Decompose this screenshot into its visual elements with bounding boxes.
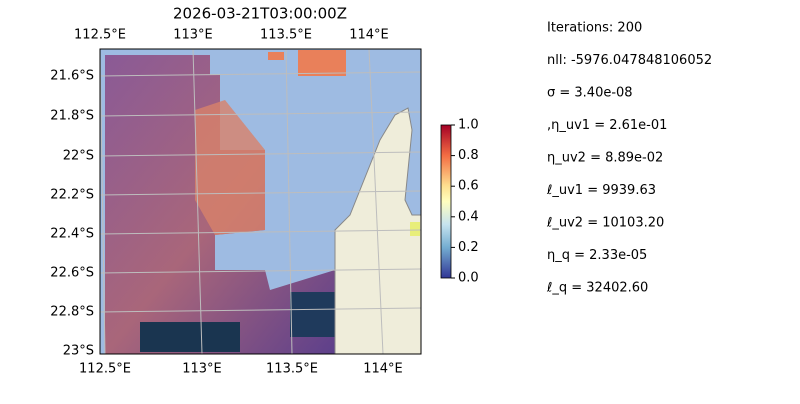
map-frame bbox=[99, 48, 422, 355]
stat-line: η_uv2 = 8.89e-02 bbox=[547, 151, 663, 166]
graticule bbox=[100, 49, 421, 354]
top-tick-label: 113°E bbox=[173, 28, 213, 43]
bottom-tick-label: 113.5°E bbox=[266, 362, 318, 377]
data-field-warm bbox=[410, 222, 420, 236]
left-tick-label: 21.6°S bbox=[50, 69, 94, 84]
stat-line: nll: -5976.047848106052 bbox=[547, 53, 712, 68]
left-tick-label: 22.2°S bbox=[50, 188, 94, 203]
colorbar-tick-label: 0.2 bbox=[458, 240, 479, 255]
stat-line: σ = 3.40e-08 bbox=[547, 86, 633, 101]
colorbar-tick-label: 0.8 bbox=[458, 148, 479, 163]
data-field-warm bbox=[268, 52, 284, 60]
data-field-warm bbox=[195, 100, 265, 235]
colorbar-tick-label: 0.0 bbox=[458, 271, 479, 286]
stat-line: ℓ_q = 32402.60 bbox=[546, 281, 648, 296]
colorbar-tick-label: 1.0 bbox=[458, 118, 479, 133]
stat-line: ,η_uv1 = 2.61e-01 bbox=[547, 118, 667, 133]
bottom-tick-label: 113°E bbox=[182, 362, 222, 377]
top-tick-label: 113.5°E bbox=[260, 28, 312, 43]
colorbar-tick-label: 0.4 bbox=[458, 209, 479, 224]
left-tick-label: 22.4°S bbox=[50, 227, 94, 242]
top-tick-label: 112.5°E bbox=[74, 28, 126, 43]
bottom-tick-label: 112.5°E bbox=[79, 362, 131, 377]
bottom-tick-label: 114°E bbox=[363, 362, 403, 377]
stat-line: ℓ_uv2 = 10103.20 bbox=[546, 216, 664, 231]
data-field-cold bbox=[140, 322, 240, 352]
colorbar bbox=[440, 124, 452, 279]
colorbar-tick-label: 0.6 bbox=[458, 179, 479, 194]
left-tick-label: 23°S bbox=[63, 344, 94, 359]
left-tick-label: 22.6°S bbox=[50, 266, 94, 281]
left-tick-label: 22°S bbox=[63, 149, 94, 164]
stat-line: Iterations: 200 bbox=[547, 21, 642, 36]
data-field-cold bbox=[290, 292, 340, 337]
data-field-warm bbox=[298, 50, 346, 76]
map-title: 2026-03-21T03:00:00Z bbox=[173, 5, 347, 23]
stat-line: η_q = 2.33e-05 bbox=[547, 248, 647, 263]
stat-line: ℓ_uv1 = 9939.63 bbox=[546, 183, 656, 198]
left-tick-label: 22.8°S bbox=[50, 305, 94, 320]
top-tick-label: 114°E bbox=[349, 28, 389, 43]
map bbox=[100, 49, 421, 354]
left-tick-label: 21.8°S bbox=[50, 109, 94, 124]
